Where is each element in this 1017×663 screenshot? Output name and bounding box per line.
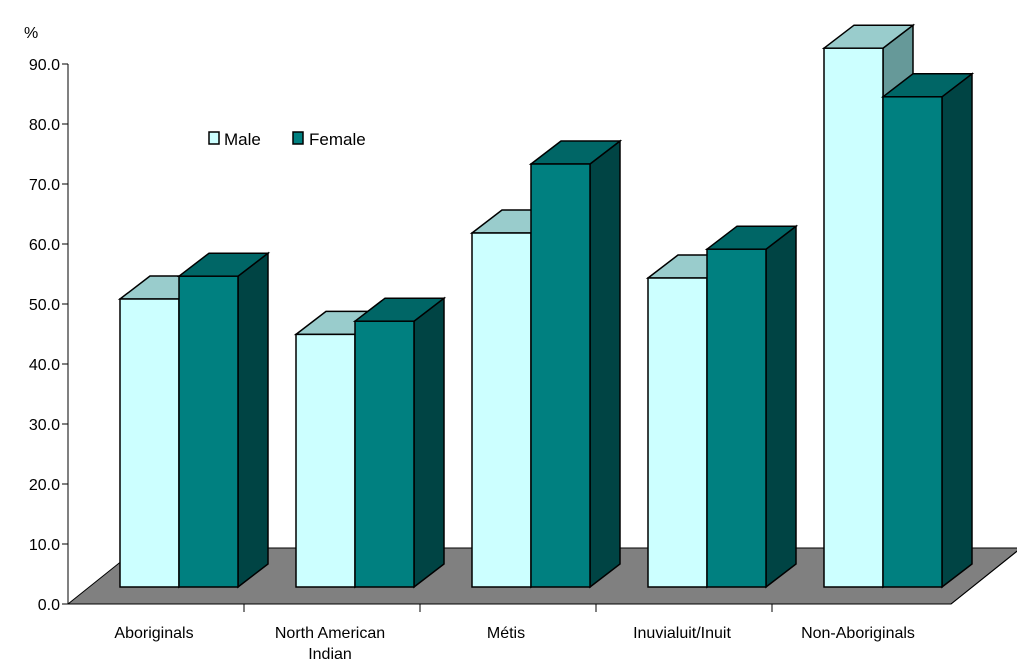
- bar: [176, 251, 271, 589]
- x-category-label: North American: [275, 625, 385, 642]
- legend-swatch-female: [292, 131, 304, 145]
- floor-right-edge: [950, 550, 1017, 605]
- bar: [704, 224, 799, 589]
- x-category-label: Non-Aboriginals: [801, 625, 915, 642]
- y-tick-label: 90.0: [29, 57, 60, 74]
- bar-front-face: [706, 248, 767, 588]
- chart-labels: 0.0 10.0 20.0 30.0 40.0 50.0 60.0 70.0 80.0 90.0 A…: [29, 57, 915, 663]
- x-category-label: Inuvialuit/Inuit: [633, 625, 731, 642]
- y-tick-label: 70.0: [29, 177, 60, 194]
- bar-front-face: [530, 163, 591, 588]
- y-tick-label: 60.0: [29, 237, 60, 254]
- bar-front-face: [119, 298, 180, 588]
- x-category-label: Indian: [308, 646, 352, 663]
- y-axis-unit-label: %: [24, 25, 38, 42]
- x-category-label: Aboriginals: [114, 625, 193, 642]
- chart-axes: [62, 63, 1017, 612]
- bar-front-face: [823, 47, 884, 588]
- legend-label-male: Male: [224, 130, 261, 149]
- y-tick-label: 40.0: [29, 357, 60, 374]
- y-tick-label: 80.0: [29, 117, 60, 134]
- y-tick-label: 50.0: [29, 297, 60, 314]
- chart-bars: [117, 23, 975, 589]
- bar-side-face: [765, 224, 797, 589]
- bar-front-face: [354, 320, 415, 588]
- legend-swatch-male: [208, 131, 220, 145]
- bar: [528, 139, 623, 589]
- bar-side-face: [941, 72, 973, 589]
- bar-front-face: [647, 277, 708, 588]
- legend: Male Female: [208, 130, 366, 149]
- y-tick-label: 10.0: [29, 537, 60, 554]
- bar: [352, 296, 447, 589]
- y-tick-label: 0.0: [38, 597, 60, 614]
- bar-front-face: [178, 275, 239, 588]
- bar-side-face: [413, 296, 445, 589]
- bar: [880, 72, 975, 589]
- y-tick-label: 30.0: [29, 417, 60, 434]
- y-tick-label: 20.0: [29, 477, 60, 494]
- bar-side-face: [589, 139, 621, 589]
- bar-front-face: [295, 333, 356, 588]
- bar-side-face: [237, 251, 269, 589]
- x-category-label: Métis: [487, 625, 525, 642]
- bar-front-face: [882, 96, 943, 588]
- bar-front-face: [471, 232, 532, 588]
- legend-label-female: Female: [309, 130, 366, 149]
